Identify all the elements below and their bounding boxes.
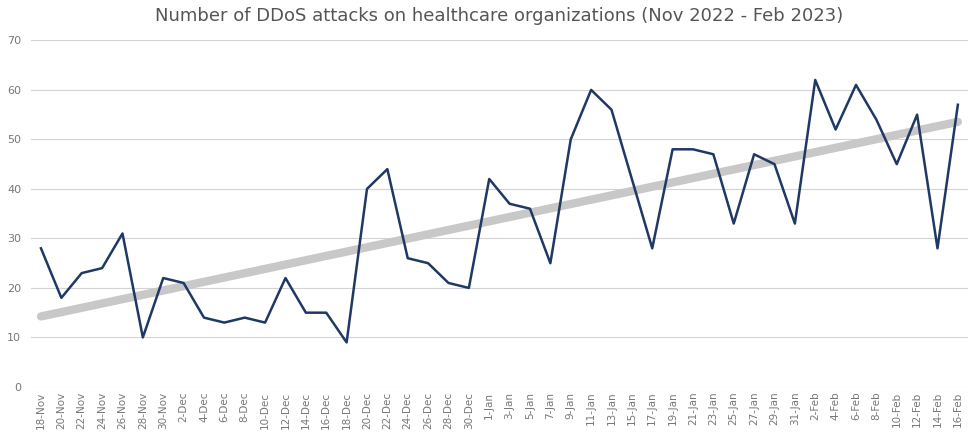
- Title: Number of DDoS attacks on healthcare organizations (Nov 2022 - Feb 2023): Number of DDoS attacks on healthcare org…: [155, 7, 843, 25]
